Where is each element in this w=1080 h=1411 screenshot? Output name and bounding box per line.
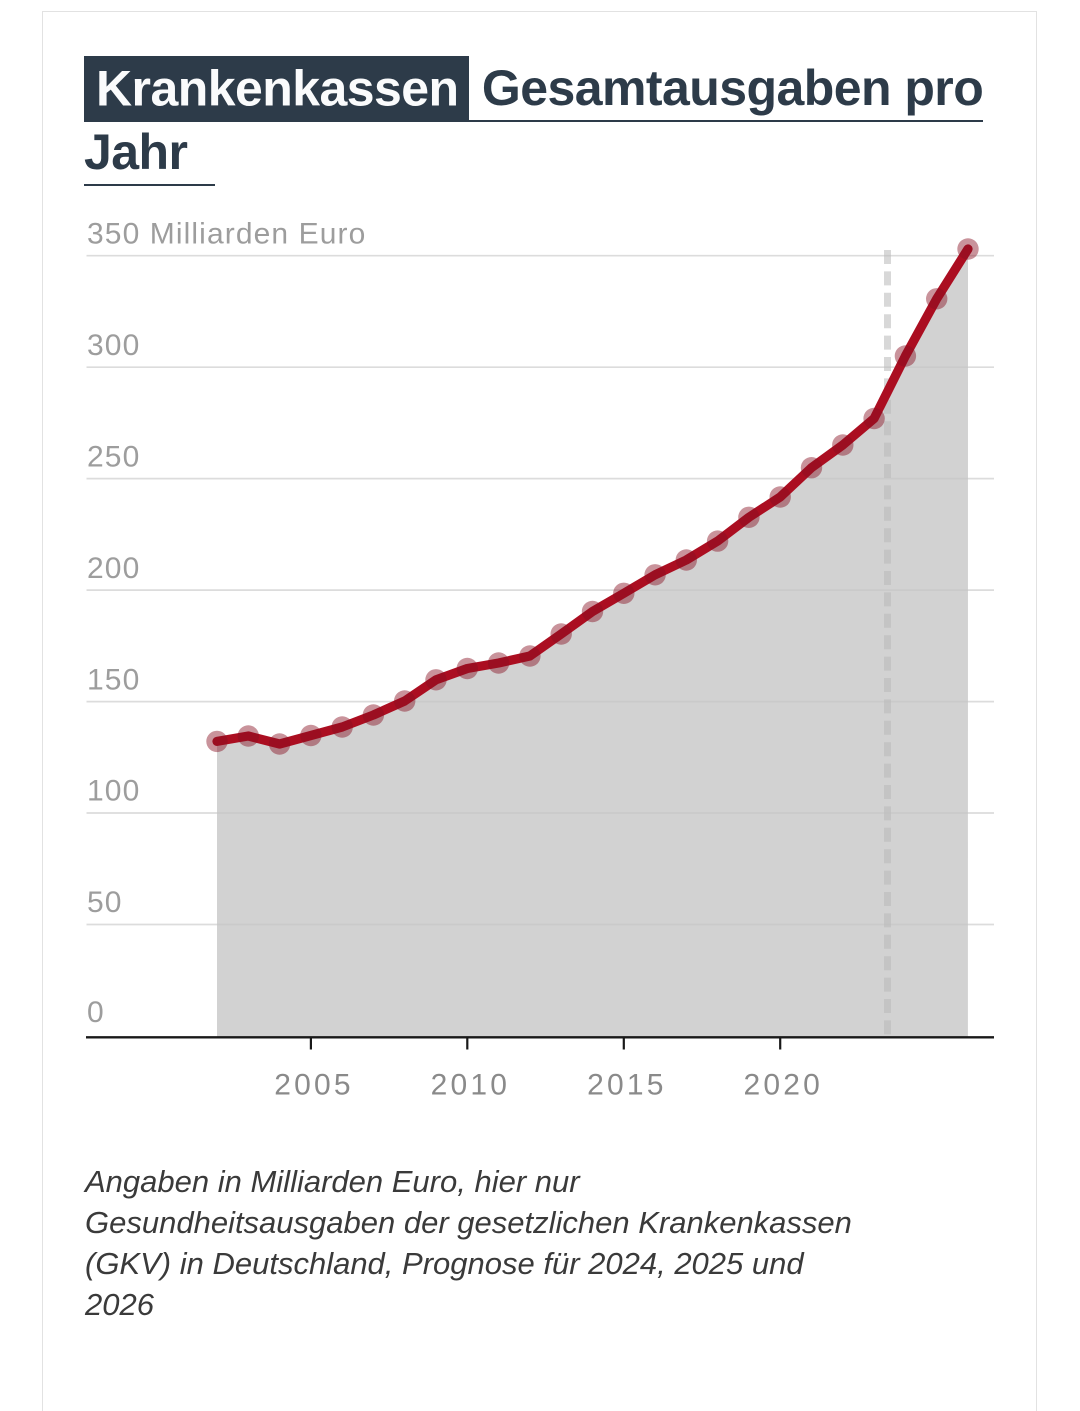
svg-text:100: 100 [87, 775, 140, 808]
svg-text:350 Milliarden Euro: 350 Milliarden Euro [87, 217, 366, 250]
svg-text:2020: 2020 [744, 1069, 824, 1102]
svg-text:2005: 2005 [274, 1069, 354, 1102]
svg-text:300: 300 [87, 329, 140, 362]
svg-text:250: 250 [87, 440, 140, 473]
svg-text:50: 50 [87, 886, 123, 919]
svg-text:200: 200 [87, 552, 140, 585]
svg-text:2015: 2015 [587, 1069, 667, 1102]
svg-text:150: 150 [87, 663, 140, 696]
svg-text:0: 0 [87, 996, 105, 1029]
svg-text:2010: 2010 [431, 1069, 511, 1102]
